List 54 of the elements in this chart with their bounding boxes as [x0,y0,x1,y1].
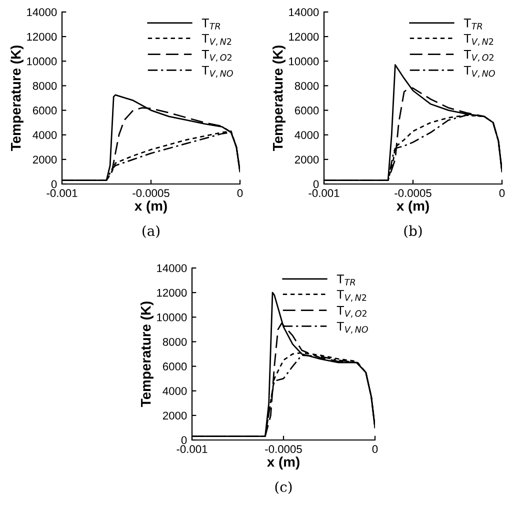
y-tick-label: 0 [181,436,187,444]
x-tick-label: -0.001 [46,189,78,198]
y-tick-label: 10000 [157,313,187,322]
x-tick-label: 0 [499,189,505,198]
y-tick-label: 12000 [27,32,57,41]
y-axis-title: Temperature (K) [10,46,24,151]
y-tick-label: 6000 [32,106,57,114]
x-tick-label: -0.001 [308,189,340,198]
y-tick-label: 12000 [289,32,319,41]
y-tick-label: 14000 [157,264,187,272]
legend-label: T$_{V,NO}$ [202,66,233,78]
y-tick-label: 10000 [289,57,319,66]
y-tick-label: 14000 [27,8,57,16]
y-tick-label: 2000 [294,156,319,164]
legend-label: T$_{V,NO}$ [464,66,495,78]
y-tick-label: 12000 [157,288,187,297]
y-tick-label: 8000 [294,82,319,90]
y-tick-label: 14000 [289,8,319,16]
legend-label: T$_{TR}$ [336,274,355,286]
legend-label: T$_{V,N2}$ [464,34,494,46]
legend-label: T$_{TR}$ [464,18,482,30]
text: (a) [142,225,160,238]
legend-label: T$_{V,N2}$ [336,290,366,302]
legend-label: T$_{V,NO}$ [336,322,368,334]
y-tick-label: 6000 [294,106,319,114]
x-tick-label: -0.0005 [394,189,432,198]
legend-label: T$_{V,O2}$ [202,50,232,62]
y-tick-label: 0 [51,180,57,188]
y-tick-label: 8000 [32,82,57,90]
x-axis-title: x (m) [396,200,429,214]
x-axis-title: x (m) [134,200,167,214]
y-tick-label: 0 [313,180,319,188]
x-tick-label: -0.001 [176,445,208,454]
legend-label: T$_{V,O2}$ [464,50,494,62]
y-axis-title: Temperature (K) [272,46,286,151]
text: (b) [404,225,422,238]
x-tick-label: 0 [237,189,243,198]
y-axis-title: Temperature (K) [140,302,154,407]
text: (c) [275,481,292,494]
y-tick-label: 6000 [162,362,187,370]
y-tick-label: 2000 [162,412,187,420]
legend-label: T$_{V,O2}$ [336,306,366,318]
y-tick-label: 8000 [162,338,187,346]
y-tick-label: 2000 [32,156,57,164]
y-tick-label: 4000 [162,387,187,395]
x-tick-label: -0.0005 [132,189,170,198]
legend-label: T$_{V,N2}$ [202,34,232,46]
x-axis-title: x (m) [267,456,300,470]
x-tick-label: -0.0005 [265,445,302,454]
y-tick-label: 4000 [32,131,57,139]
y-tick-label: 10000 [27,57,57,66]
legend-label: T$_{TR}$ [202,18,220,30]
x-tick-label: 0 [372,445,378,454]
y-tick-label: 4000 [294,131,319,139]
